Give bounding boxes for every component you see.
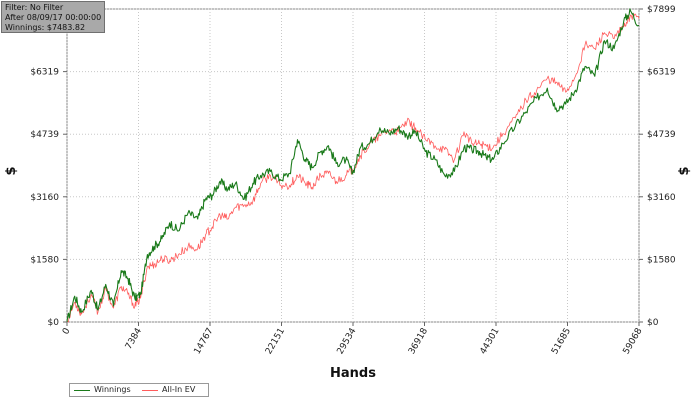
x-tick-label: 22151 [264, 327, 287, 357]
filter-info-box: Filter: No Filter After 08/09/17 00:00:0… [1, 1, 105, 33]
right-y-tick-label: $4739 [647, 130, 676, 140]
x-ticks: 0 7384 14767 22151 29534 36918 44301 51685 59068 [61, 322, 645, 356]
left-y-tick-label: $0 [48, 318, 60, 328]
x-tick-label: 14767 [193, 327, 216, 357]
left-y-ticks: $0$1580$3160$4739$6319$7899 [30, 5, 67, 328]
winnings-label: Winnings: $7483.82 [5, 23, 86, 32]
x-tick-label: 51685 [550, 327, 573, 357]
series-layer [66, 8, 640, 323]
x-tick-label: 0 [61, 326, 73, 336]
legend-swatch-winnings [74, 389, 90, 391]
right-y-tick-label: $0 [647, 318, 659, 328]
legend-label-allin-ev: All-In EV [162, 385, 196, 394]
right-y-tick-label: $1580 [647, 255, 676, 265]
filter-label: Filter: No Filter [5, 3, 64, 12]
left-y-axis-label: $ [4, 166, 19, 175]
x-tick-label: 29534 [336, 326, 359, 356]
right-y-tick-label: $7899 [647, 5, 676, 15]
right-y-tick-label: $6319 [647, 68, 676, 78]
left-y-tick-label: $1580 [30, 255, 59, 265]
x-axis-label: Hands [330, 366, 376, 381]
legend-label-winnings: Winnings [94, 385, 131, 394]
x-tick-label: 44301 [479, 327, 502, 357]
legend-swatch-allin-ev [142, 389, 158, 391]
series-line-allin-ev [66, 12, 640, 323]
right-y-axis-label: $ [677, 166, 692, 175]
left-y-tick-label: $4739 [30, 130, 59, 140]
legend-item-allin-ev: All-In EV [142, 384, 195, 396]
left-y-tick-label: $3160 [30, 193, 59, 203]
right-y-ticks: $0 $1580 $3160 $4739 $6319 $7899 [639, 5, 676, 328]
legend: Winnings All-In EV [69, 383, 209, 397]
x-tick-label: 7384 [124, 326, 144, 351]
left-y-tick-label: $6319 [30, 68, 59, 78]
x-tick-label: 59068 [622, 326, 645, 356]
series-line-winnings [66, 8, 640, 323]
x-tick-label: 36918 [407, 326, 430, 356]
date-filter-label: After 08/09/17 00:00:00 [5, 13, 102, 22]
legend-item-winnings: Winnings [74, 384, 131, 396]
right-y-tick-label: $3160 [647, 193, 676, 203]
